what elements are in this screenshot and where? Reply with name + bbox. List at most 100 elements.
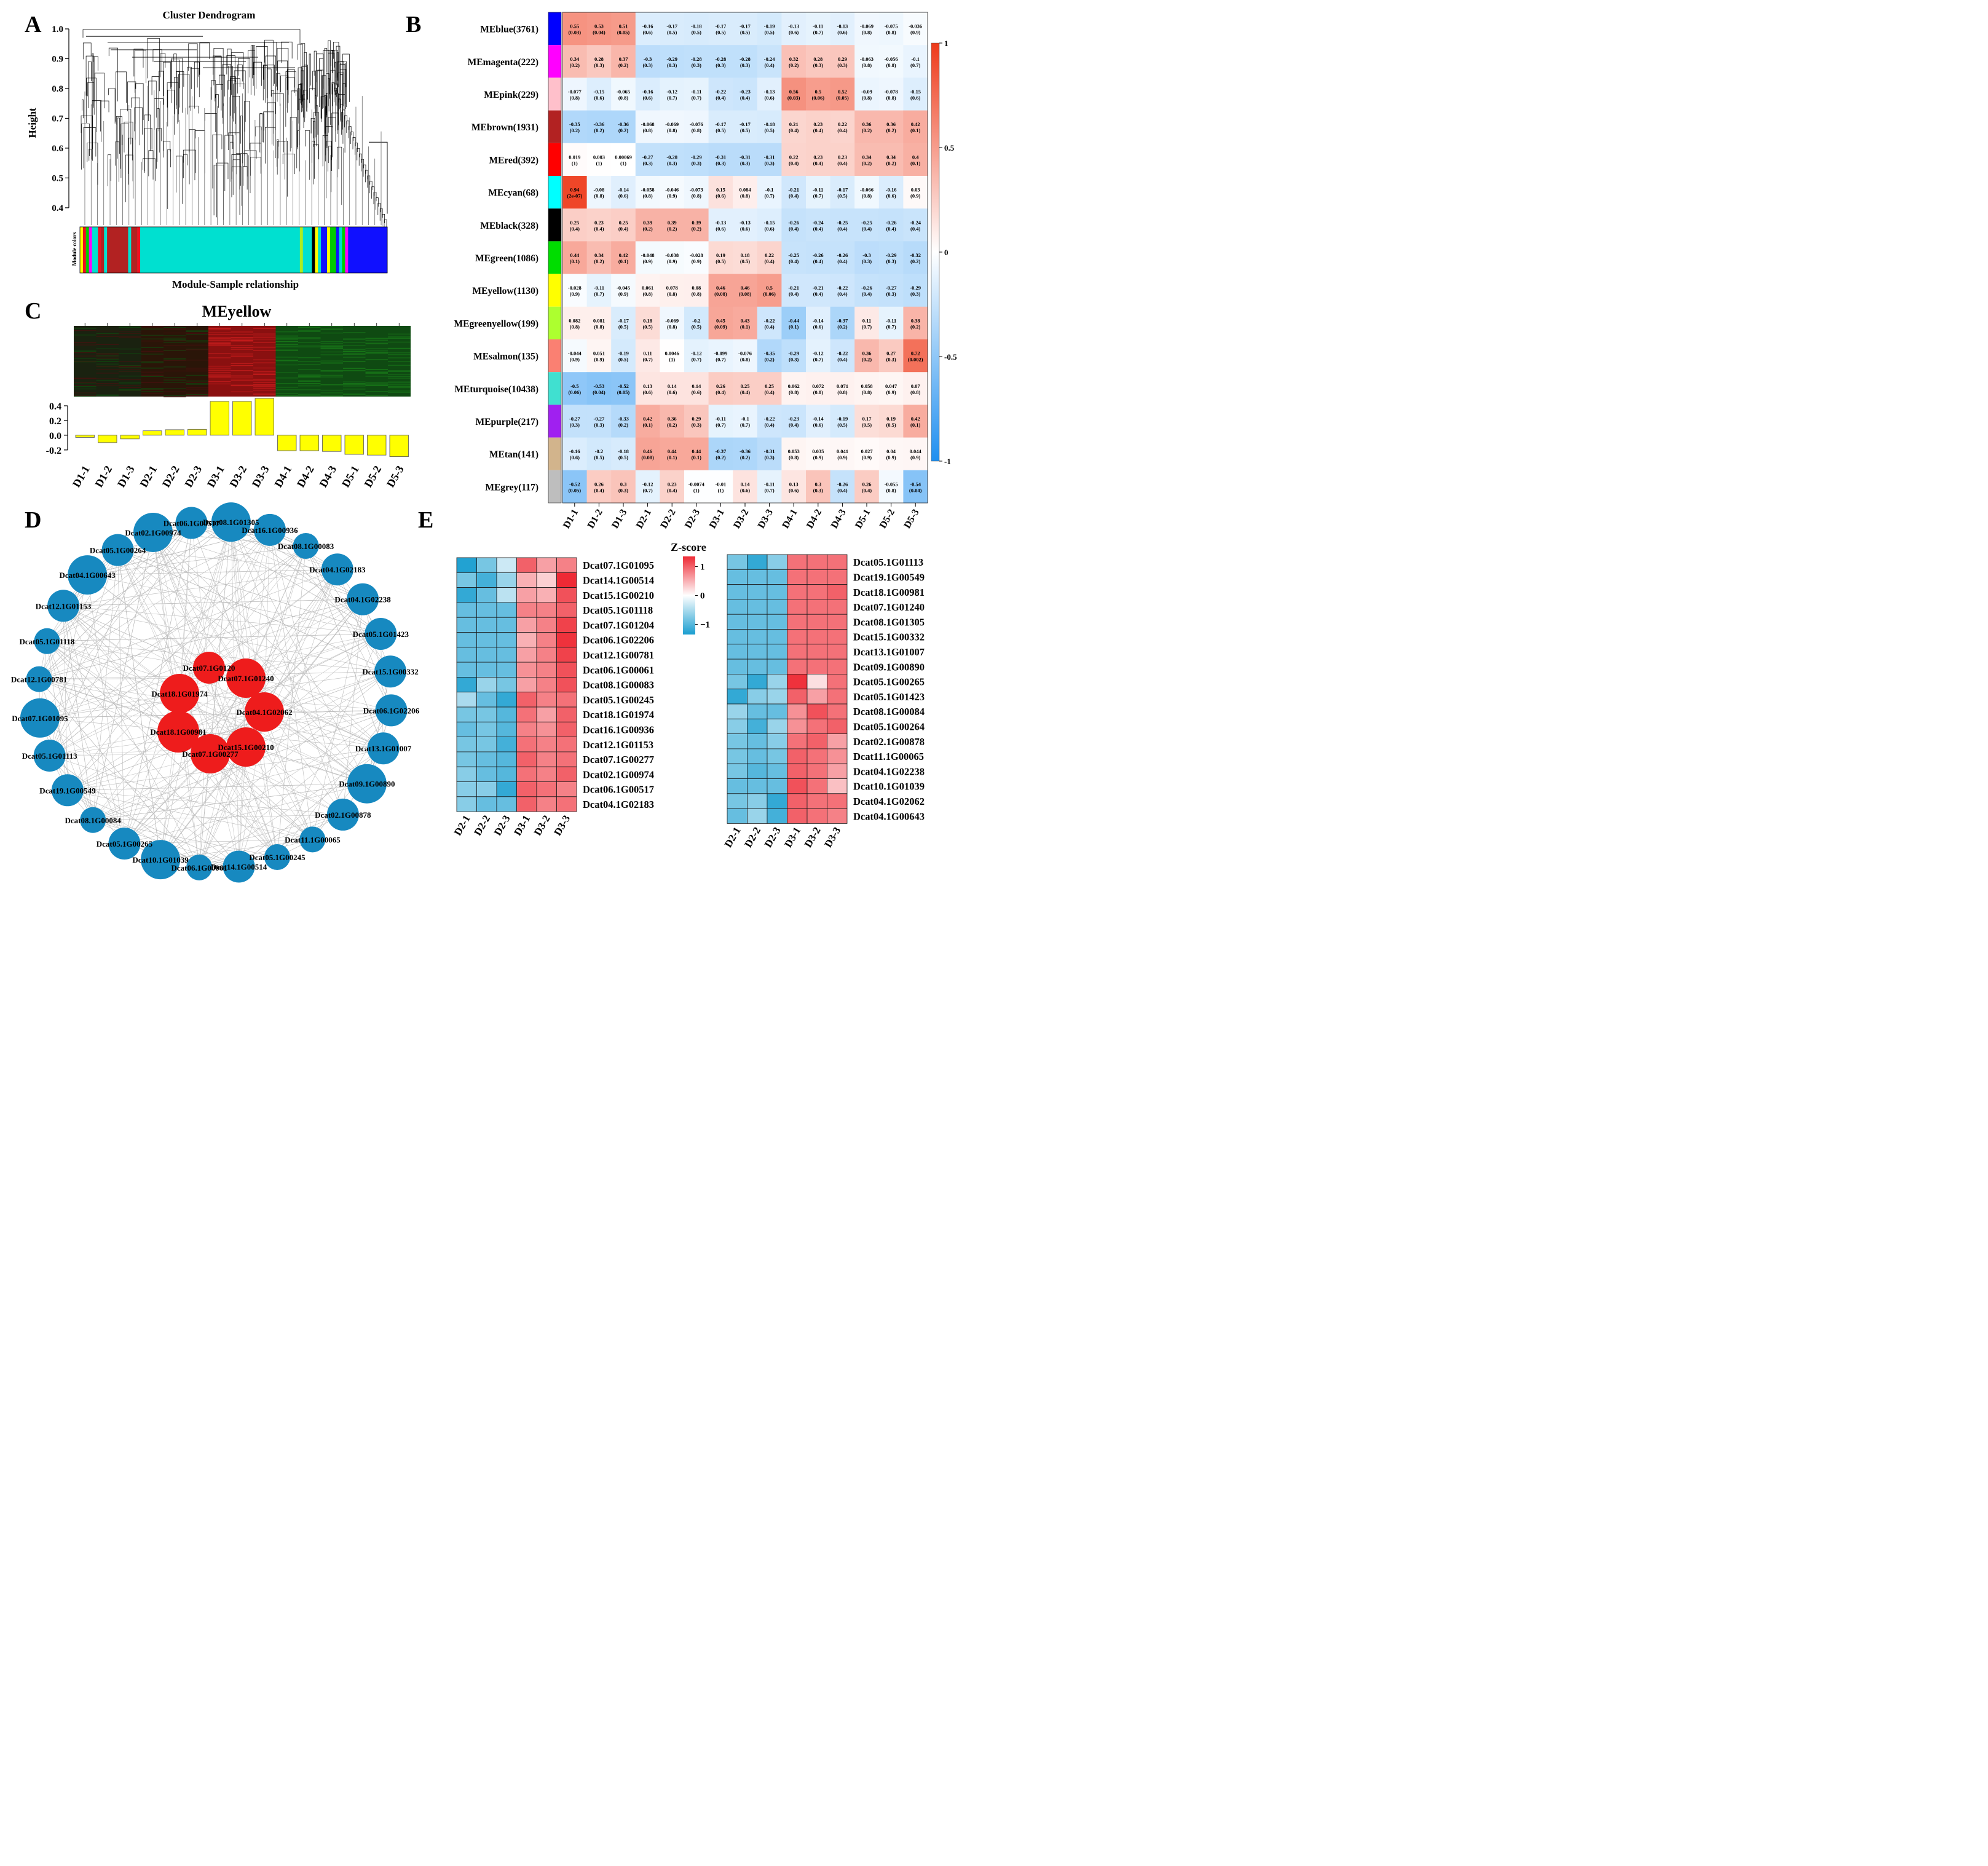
zscore-cell [536, 706, 557, 722]
dendrogram-link [187, 66, 192, 115]
expression-heat-line [186, 344, 208, 346]
correlation-cell [757, 208, 782, 242]
zscore-cell [476, 721, 497, 738]
meyellow-bar [98, 435, 117, 443]
expression-heat-line [96, 363, 119, 365]
x-tick-label: D3-2 [732, 508, 751, 531]
correlation-cell [635, 77, 660, 111]
correlation-value: -0.076 [738, 350, 752, 357]
expression-heat-line [208, 381, 231, 382]
correlation-value: -0.26 [886, 219, 897, 226]
expression-heat-line [96, 395, 119, 397]
correlation-pvalue: (0.7) [764, 193, 774, 199]
expression-heat-line [231, 365, 253, 366]
zscore-cell [827, 569, 848, 585]
expression-heat-line [74, 392, 97, 393]
dendrogram-link [344, 115, 347, 128]
zscore-cell [476, 706, 497, 722]
zscore-legend-title: Z-score [671, 541, 706, 553]
zscore-cell [747, 569, 768, 585]
zscore-cell [747, 629, 768, 645]
expression-heat-line [253, 328, 276, 330]
module-color-segment [312, 227, 315, 273]
expression-heat-line [298, 330, 321, 331]
correlation-cell [903, 274, 928, 307]
network-edge [312, 748, 384, 840]
correlation-value: 0.55 [570, 23, 579, 30]
dendrogram-link [211, 80, 216, 100]
expression-heat-column [186, 326, 209, 397]
dendrogram-link [336, 93, 339, 106]
zscore-cell [556, 617, 577, 633]
correlation-value: -0.31 [716, 154, 727, 160]
correlation-pvalue: (0.5) [862, 422, 872, 428]
gene-label: Dcat04.1G02183 [583, 799, 654, 810]
correlation-value: -0.14 [813, 317, 824, 323]
correlation-pvalue: (0.5) [716, 258, 725, 264]
zscore-cell [456, 602, 477, 618]
meyellow-x-label: D5-3 [384, 464, 406, 489]
network-edge [49, 545, 306, 756]
correlation-cell [830, 12, 855, 45]
correlation-pvalue: (0.6) [910, 95, 920, 101]
network-node-label: Dcat16.1G00936 [242, 526, 298, 535]
dendrogram-link [194, 61, 200, 109]
expression-heat-line [298, 381, 321, 382]
zscore-cell [787, 763, 808, 779]
zscore-cell [827, 614, 848, 630]
correlation-value: -0.27 [642, 154, 653, 160]
zscore-x-label: D2-2 [742, 825, 763, 850]
network-edge [67, 790, 239, 867]
dendrogram-link [326, 141, 332, 199]
correlation-cell [635, 143, 660, 176]
x-tick-label: D5-2 [878, 508, 897, 531]
correlation-cell [586, 143, 612, 176]
correlation-cell [708, 437, 733, 471]
correlation-pvalue: (0.7) [642, 487, 652, 493]
expression-heat-line [231, 370, 253, 371]
correlation-cell [854, 372, 880, 405]
expression-heat-line [208, 375, 231, 376]
expression-heat-line [388, 357, 411, 358]
correlation-cell [660, 208, 685, 242]
correlation-pvalue: (0.2) [667, 226, 677, 232]
zscore-cell [476, 796, 497, 812]
network-node-label: Dcat13.1G01007 [355, 744, 412, 753]
zscore-cell [807, 599, 827, 615]
expression-heat-line [275, 393, 298, 395]
correlation-value: -0.01 [716, 481, 727, 487]
zscore-cell [496, 587, 517, 603]
correlation-pvalue: (0.6) [642, 95, 652, 101]
correlation-value: -0.13 [764, 89, 775, 95]
expression-heat-line [388, 354, 411, 355]
network-edge [178, 633, 381, 732]
dendrogram-link [147, 38, 160, 92]
correlation-cell [806, 241, 831, 275]
expression-heat-line [164, 327, 186, 328]
correlation-pvalue: (0.1) [667, 454, 677, 461]
correlation-value: 0.72 [911, 350, 920, 357]
correlation-pvalue: (0.6) [642, 30, 652, 36]
correlation-pvalue: (0.3) [716, 160, 725, 166]
correlation-pvalue: (0.4) [837, 160, 847, 166]
zscore-cell [456, 662, 477, 678]
zscore-cell [747, 689, 768, 705]
expression-heat-line [388, 347, 411, 349]
zscore-x-label: D3-3 [822, 825, 843, 850]
dendrogram-link [337, 146, 342, 205]
correlation-value: -0.19 [618, 350, 629, 357]
zscore-cell [476, 617, 497, 633]
dendrogram-link [156, 128, 162, 169]
correlation-pvalue: (0.4) [789, 160, 799, 166]
correlation-value: 0.26 [716, 383, 725, 389]
correlation-value: 0.25 [765, 383, 774, 389]
correlation-cell [611, 405, 636, 438]
dendrogram-link [267, 102, 276, 130]
network-edge [47, 641, 125, 844]
correlation-value: 0.43 [741, 317, 750, 323]
correlation-pvalue: (0.4) [837, 258, 847, 264]
correlation-pvalue: (0.9) [910, 193, 920, 199]
dendrogram-link [222, 64, 231, 118]
correlation-pvalue: (0.04) [593, 389, 605, 395]
dendrogram-link [189, 129, 195, 184]
